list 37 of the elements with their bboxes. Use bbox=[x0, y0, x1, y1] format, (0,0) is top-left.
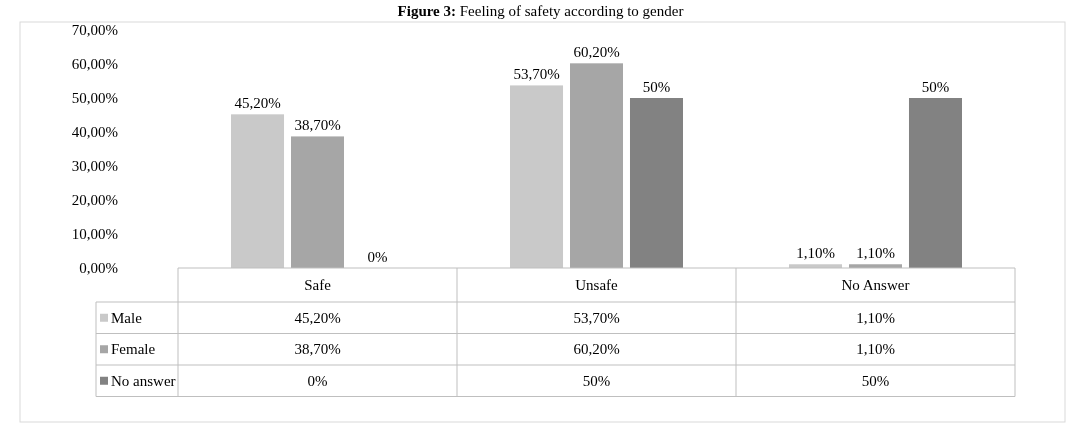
y-tick-label: 20,00% bbox=[71, 192, 118, 208]
y-tick-label: 0,00% bbox=[79, 260, 118, 276]
legend-label: Male bbox=[111, 309, 143, 326]
bar bbox=[570, 63, 624, 268]
data-label: 60,20% bbox=[573, 341, 620, 358]
legend-label: No answer bbox=[111, 372, 176, 389]
text: 53,70% bbox=[513, 66, 560, 83]
data-label: 38,70% bbox=[294, 341, 341, 358]
text: 1,10% bbox=[856, 245, 895, 262]
y-tick-label: 50,00% bbox=[71, 90, 118, 106]
data-label: 45,20% bbox=[294, 309, 341, 326]
text: 50% bbox=[642, 79, 671, 95]
text: 60,20% bbox=[573, 44, 620, 61]
bar bbox=[629, 98, 683, 268]
data-label: 1,10% bbox=[856, 309, 895, 326]
y-tick-label: 10,00% bbox=[71, 226, 118, 242]
data-label: 0% bbox=[307, 372, 328, 389]
y-tick-label: 40,00% bbox=[71, 124, 118, 140]
text: 1,10% bbox=[796, 245, 835, 262]
data-label: 50% bbox=[582, 372, 611, 389]
text: 50% bbox=[921, 79, 950, 95]
data-label: 50% bbox=[861, 372, 890, 389]
x-tick-label: Unsafe bbox=[575, 277, 619, 293]
bar bbox=[908, 98, 962, 268]
data-label: 1,10% bbox=[856, 341, 895, 358]
y-tick-label: 60,00% bbox=[71, 56, 118, 72]
y-tick-label: 30,00% bbox=[71, 158, 118, 174]
y-tick-label: 70,00% bbox=[71, 22, 118, 38]
chart-title: Figure 3: Feeling of safety according to gender bbox=[397, 3, 684, 19]
data-label: 53,70% bbox=[573, 309, 620, 326]
text: 0% bbox=[367, 249, 388, 265]
x-tick-label: No Answer bbox=[841, 277, 910, 293]
text: 45,20% bbox=[234, 95, 281, 112]
bar bbox=[291, 136, 345, 268]
x-tick-label: Safe bbox=[304, 277, 332, 293]
legend-label: Female bbox=[111, 341, 156, 358]
text: 38,70% bbox=[294, 117, 341, 134]
